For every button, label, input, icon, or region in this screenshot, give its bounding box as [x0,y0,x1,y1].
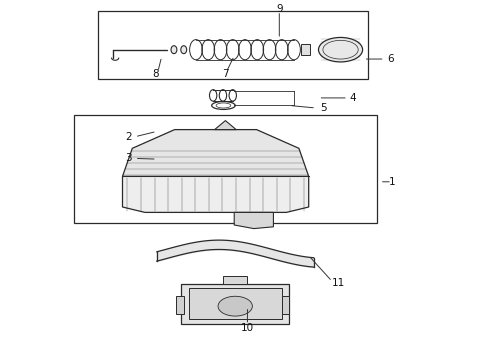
Ellipse shape [181,46,187,54]
Bar [181,284,289,324]
Text: 3: 3 [125,153,132,163]
Bar [223,276,247,284]
Bar [74,115,377,223]
Bar [301,44,310,55]
Polygon shape [122,176,309,212]
Ellipse shape [218,296,252,316]
Polygon shape [234,212,273,229]
Text: 7: 7 [222,69,229,79]
Text: 1: 1 [389,177,395,187]
Bar [98,11,368,79]
Ellipse shape [318,37,363,62]
Text: 6: 6 [388,54,394,64]
Text: 9: 9 [276,4,283,14]
Bar [189,288,282,319]
Bar [282,296,289,314]
Ellipse shape [171,46,177,54]
Polygon shape [215,121,236,130]
Text: 11: 11 [331,278,345,288]
Polygon shape [122,130,309,176]
Text: 2: 2 [125,132,132,142]
Text: 5: 5 [320,103,327,113]
Text: 8: 8 [152,69,159,79]
Text: 4: 4 [349,93,356,103]
Text: 10: 10 [241,323,254,333]
Bar [176,296,184,314]
